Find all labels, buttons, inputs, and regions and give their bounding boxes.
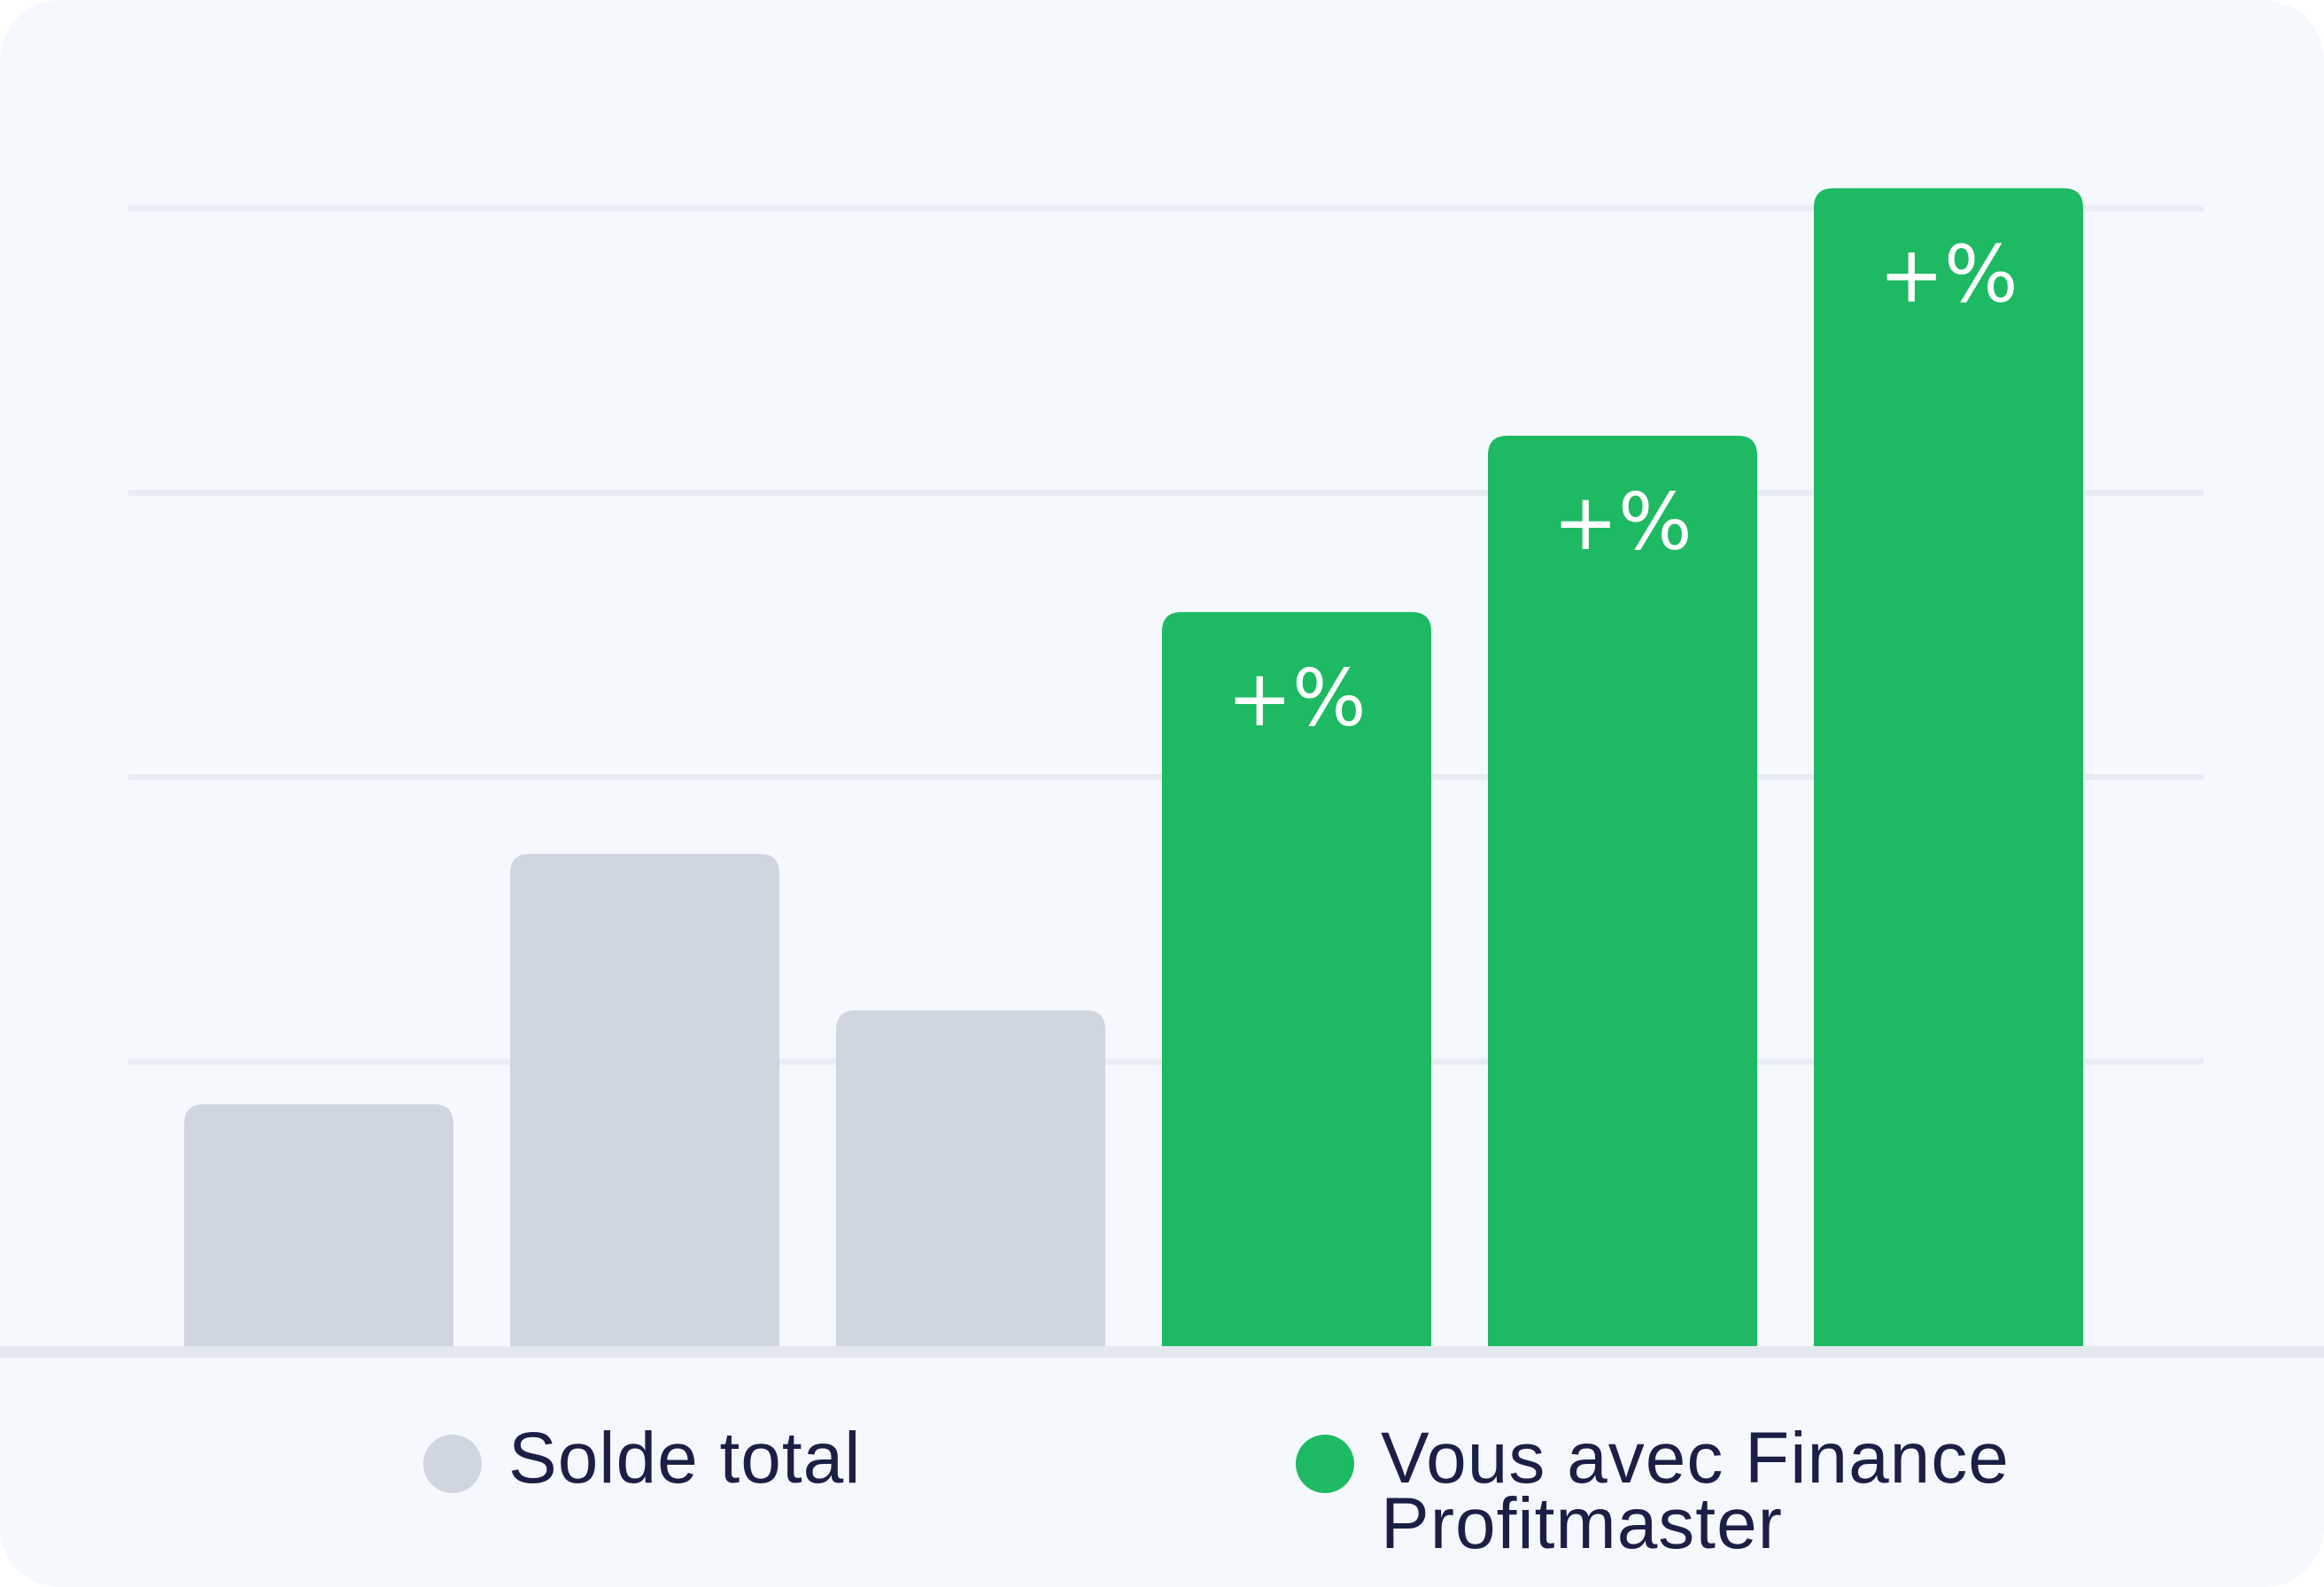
legend-label-finance-profitmaster: Vous avec Finance Profitmaster <box>1381 1418 2010 1564</box>
legend-swatch-solde-total <box>423 1435 482 1493</box>
bar-finance-profitmaster-4 <box>1162 612 1431 1346</box>
legend-item-finance-profitmaster: Vous avec Finance Profitmaster <box>1296 1418 2107 1564</box>
bar-solde-total-2 <box>510 854 779 1346</box>
bar-solde-total-3 <box>836 1010 1105 1346</box>
data-label: +% <box>1553 476 1692 568</box>
legend-label-solde-total: Solde total <box>508 1418 862 1498</box>
legend-swatch-finance-profitmaster <box>1296 1435 1354 1493</box>
bar-solde-total-1 <box>184 1103 453 1346</box>
data-label: +% <box>1879 229 2018 321</box>
x-axis-baseline <box>0 1346 2324 1358</box>
data-label: +% <box>1227 653 1366 744</box>
bar-finance-profitmaster-5 <box>1488 436 1757 1346</box>
legend-item-solde-total: Solde total <box>423 1418 862 1498</box>
bar-finance-profitmaster-6 <box>1814 188 2083 1347</box>
